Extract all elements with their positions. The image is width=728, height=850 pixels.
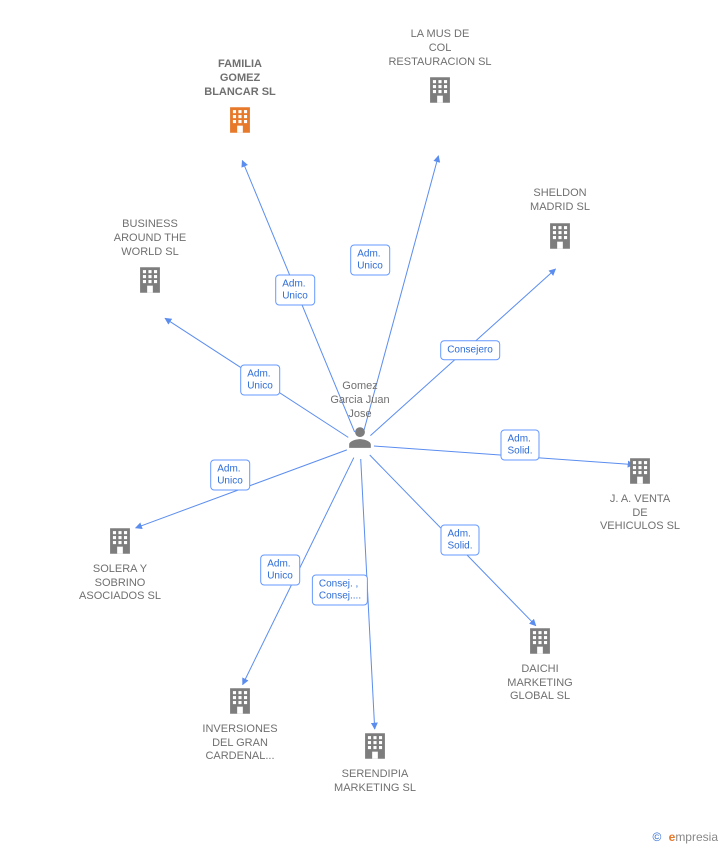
company-node-inversion[interactable]: INVERSIONES DEL GRAN CARDENAL...: [180, 680, 300, 764]
person-icon: [315, 423, 405, 456]
footer: © empresia: [652, 830, 718, 844]
company-label: BUSINESS AROUND THE WORLD SL: [90, 218, 210, 259]
company-label: DAICHI MARKETING GLOBAL SL: [480, 663, 600, 704]
building-icon: [580, 454, 700, 493]
company-label: SHELDON MADRID SL: [500, 187, 620, 215]
edge-label: Adm. Solid.: [440, 525, 479, 556]
company-label: FAMILIA GOMEZ BLANCAR SL: [180, 58, 300, 99]
building-icon: [380, 73, 500, 112]
company-label: SOLERA Y SOBRINO ASOCIADOS SL: [60, 563, 180, 604]
edge-label: Consejero: [440, 340, 500, 360]
company-label: SERENDIPIA MARKETING SL: [315, 768, 435, 796]
edge-label: Consej. , Consej....: [312, 575, 368, 606]
edge-label: Adm. Unico: [350, 245, 390, 276]
diagram-canvas: Gomez Garcia Juan Jose FAMILIA GOMEZ BLA…: [0, 0, 728, 850]
edge-label: Adm. Unico: [275, 275, 315, 306]
building-icon: [480, 624, 600, 663]
building-icon: [180, 684, 300, 723]
company-node-javenta[interactable]: J. A. VENTA DE VEHICULOS SL: [580, 450, 700, 534]
building-icon: [315, 729, 435, 768]
company-node-daichi[interactable]: DAICHI MARKETING GLOBAL SL: [480, 620, 600, 704]
company-node-serendip[interactable]: SERENDIPIA MARKETING SL: [315, 725, 435, 795]
company-node-lamus[interactable]: LA MUS DE COL RESTAURACION SL: [380, 28, 500, 112]
building-icon: [90, 263, 210, 302]
company-label: LA MUS DE COL RESTAURACION SL: [380, 28, 500, 69]
edge-label: Adm. Solid.: [500, 430, 539, 461]
person-label: Gomez Garcia Juan Jose: [315, 380, 405, 421]
edge-label: Adm. Unico: [260, 555, 300, 586]
building-icon: [180, 103, 300, 142]
building-icon: [500, 219, 620, 258]
edge-label: Adm. Unico: [210, 460, 250, 491]
edge-label: Adm. Unico: [240, 365, 280, 396]
company-node-business[interactable]: BUSINESS AROUND THE WORLD SL: [90, 218, 210, 302]
building-icon: [60, 524, 180, 563]
company-label: INVERSIONES DEL GRAN CARDENAL...: [180, 723, 300, 764]
brand-rest: mpresia: [675, 830, 718, 844]
company-node-familia[interactable]: FAMILIA GOMEZ BLANCAR SL: [180, 58, 300, 142]
company-node-sheldon[interactable]: SHELDON MADRID SL: [500, 187, 620, 257]
person-node[interactable]: Gomez Garcia Juan Jose: [315, 380, 405, 456]
company-node-solera[interactable]: SOLERA Y SOBRINO ASOCIADOS SL: [60, 520, 180, 604]
company-label: J. A. VENTA DE VEHICULOS SL: [580, 493, 700, 534]
copyright-symbol: ©: [652, 830, 661, 844]
